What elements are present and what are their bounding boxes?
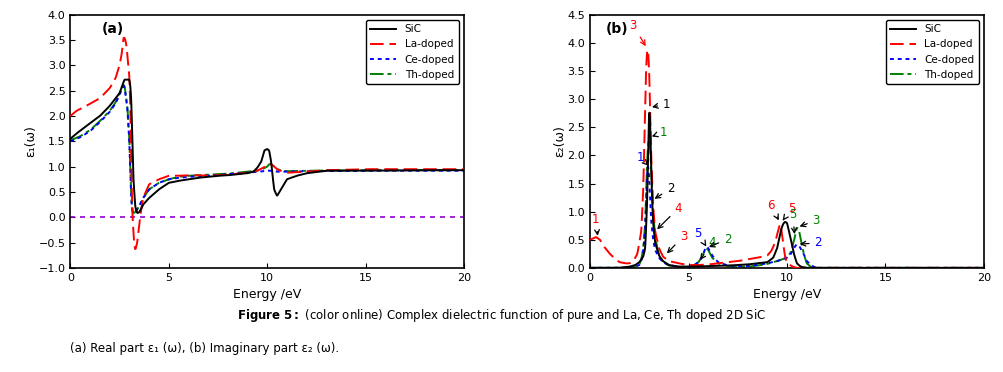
Text: 5: 5: [788, 208, 795, 233]
Text: 2: 2: [655, 182, 674, 198]
Text: 5: 5: [782, 202, 794, 220]
Text: 4: 4: [700, 237, 715, 259]
X-axis label: Energy /eV: Energy /eV: [233, 288, 301, 301]
Text: 1: 1: [653, 97, 670, 110]
Text: (a) Real part ε₁ (ω), (b) Imaginary part ε₂ (ω).: (a) Real part ε₁ (ω), (b) Imaginary part…: [70, 342, 339, 355]
Text: (a): (a): [101, 22, 124, 36]
Y-axis label: ε₂(ω): ε₂(ω): [553, 125, 566, 157]
Text: 1: 1: [592, 213, 599, 234]
Legend: SiC, La-doped, Ce-doped, Th-doped: SiC, La-doped, Ce-doped, Th-doped: [366, 20, 458, 84]
X-axis label: Energy /eV: Energy /eV: [752, 288, 820, 301]
Text: 1: 1: [653, 126, 667, 139]
Text: 3: 3: [667, 230, 686, 253]
Y-axis label: ε₁(ω): ε₁(ω): [24, 125, 37, 157]
Text: 6: 6: [766, 199, 777, 219]
Text: 3: 3: [800, 214, 819, 227]
Text: 2: 2: [709, 232, 731, 247]
Text: 4: 4: [657, 202, 682, 228]
Text: 3: 3: [629, 19, 644, 45]
Legend: SiC, La-doped, Ce-doped, Th-doped: SiC, La-doped, Ce-doped, Th-doped: [885, 20, 978, 84]
Text: 2: 2: [800, 237, 821, 250]
Text: 1: 1: [636, 151, 647, 164]
Text: $\mathbf{Figure\ 5:}$ (color online) Complex dielectric function of pure and La,: $\mathbf{Figure\ 5:}$ (color online) Com…: [237, 307, 766, 324]
Text: (b): (b): [605, 22, 628, 36]
Text: 5: 5: [694, 227, 705, 246]
